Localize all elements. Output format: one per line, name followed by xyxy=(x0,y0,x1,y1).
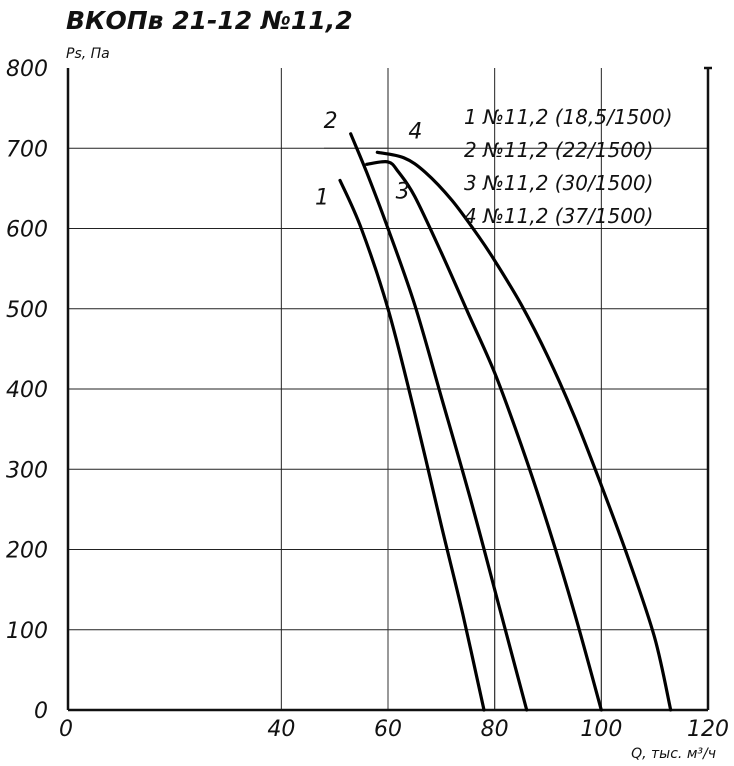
y-tick-label-200: 200 xyxy=(6,539,48,564)
curve-label-2: 2 xyxy=(324,109,338,134)
x-tick-label-100: 100 xyxy=(580,717,622,742)
curve-4 xyxy=(375,150,673,712)
legend-entry-4: 4 №11,2 (37/1500) xyxy=(464,204,653,228)
legend: 1 №11,2 (18,5/1500) 2 №11,2 (22/1500) 3 №1… xyxy=(464,105,673,228)
x-tick-label-120: 120 xyxy=(687,717,729,742)
y-tick-label-400: 400 xyxy=(6,378,48,403)
legend-entry-3: 3 №11,2 (30/1500) xyxy=(464,171,653,195)
curve-2 xyxy=(349,132,529,712)
guide-lines xyxy=(324,147,602,710)
x-tick-label-40: 40 xyxy=(267,717,295,742)
curve-label-3: 3 xyxy=(396,179,410,204)
legend-entry-1: 1 №11,2 (18,5/1500) xyxy=(464,105,673,129)
y-tick-label-600: 600 xyxy=(6,218,48,243)
y-tick-label-100: 100 xyxy=(6,619,48,644)
y-tick-label-700: 700 xyxy=(6,137,48,162)
legend-entry-2: 2 №11,2 (22/1500) xyxy=(464,138,653,162)
x-tick-label-0: 0 xyxy=(59,717,73,742)
curve-1 xyxy=(338,178,486,712)
curve-label-1: 1 xyxy=(315,185,329,210)
y-axis-title: Ps, Па xyxy=(66,46,110,62)
chart-title: ВКОПв 21-12 №11,2 xyxy=(66,6,353,35)
curve-label-4: 4 xyxy=(408,119,422,144)
performance-curves xyxy=(338,132,673,712)
y-tick-label-500: 500 xyxy=(6,298,48,323)
y-tick-label-800: 800 xyxy=(6,57,48,82)
x-tick-label-60: 60 xyxy=(374,717,402,742)
y-tick-label-0: 0 xyxy=(34,699,48,724)
axis-ticks: 0 100 200 300 400 500 600 700 800 0 40 60 80 100 120 xyxy=(6,57,729,742)
curve-3 xyxy=(365,160,603,712)
curve-number-labels: 1 2 3 4 xyxy=(315,109,422,211)
y-tick-label-300: 300 xyxy=(6,458,48,483)
x-axis-title: Q, тыс. м³/ч xyxy=(631,746,716,762)
x-tick-label-80: 80 xyxy=(481,717,509,742)
